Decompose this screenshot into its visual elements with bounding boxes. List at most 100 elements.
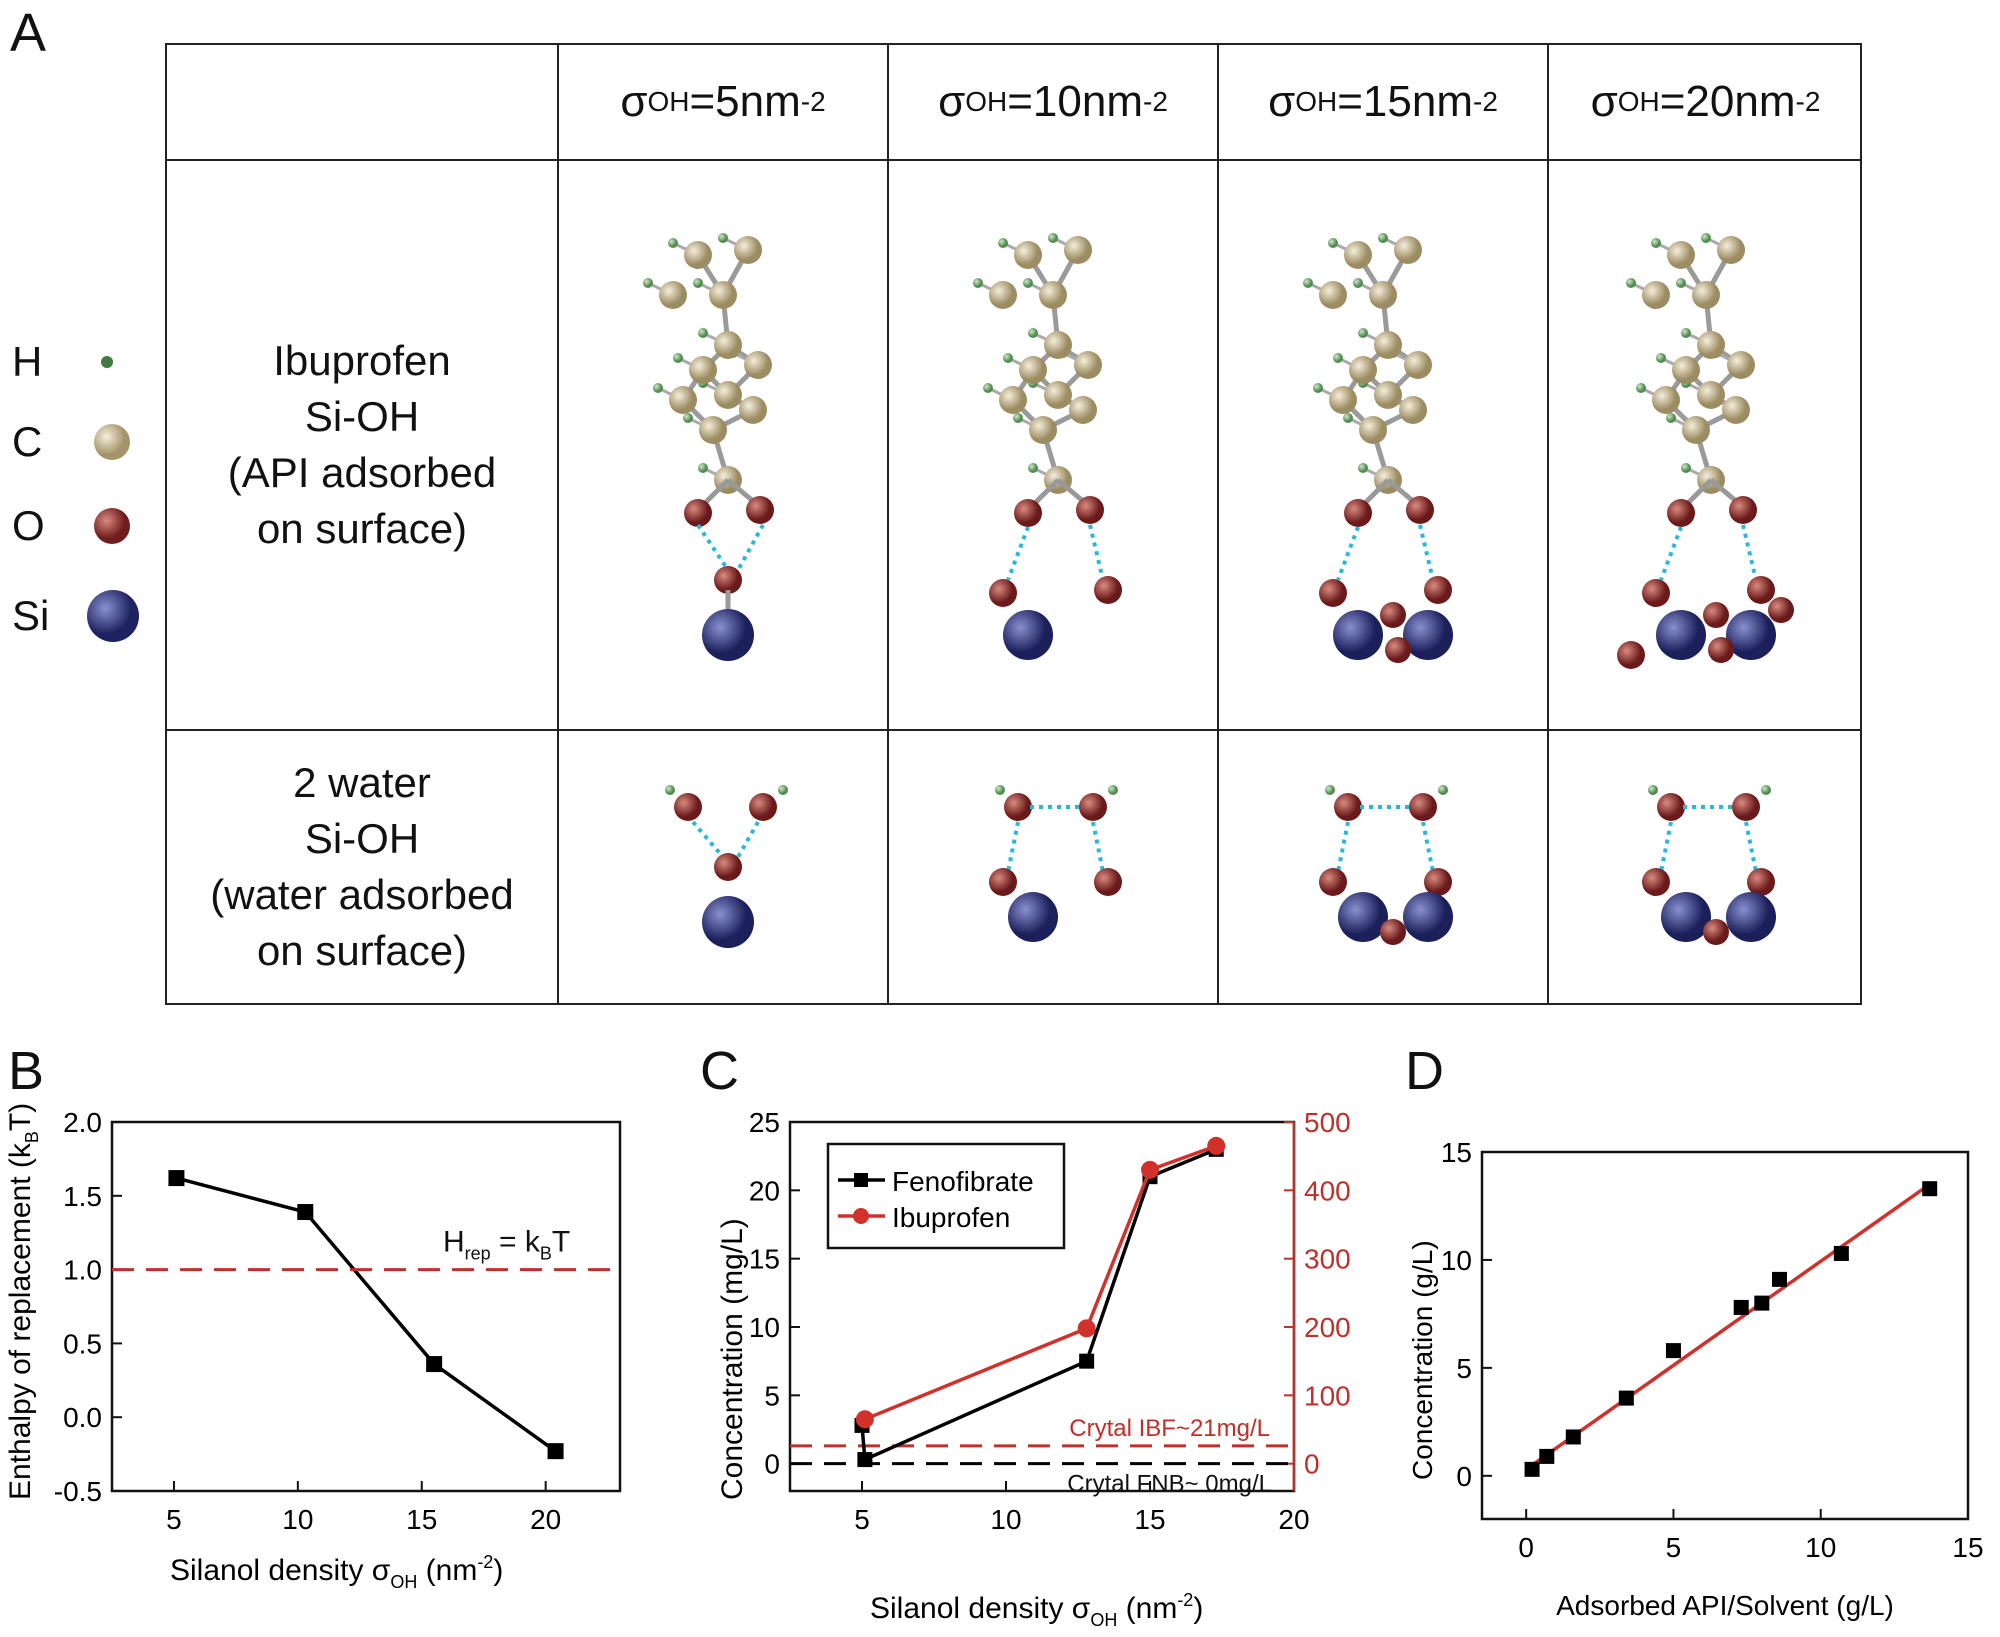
x-tick-label: 10 (990, 1504, 1021, 1535)
y-tick-label: -0.5 (54, 1476, 102, 1507)
legend-hydrogen: H (12, 332, 113, 392)
molecule-ibuprofen-5 (559, 161, 889, 731)
density-value: =20 (1659, 77, 1735, 126)
x-tick-label: 0 (1518, 1532, 1534, 1563)
y-right-tick-label: 100 (1304, 1380, 1351, 1411)
hydrogen-atom-icon (101, 356, 113, 368)
density-value: =5 (689, 77, 740, 126)
y-axis-label: Enthalpy of replacement (kBT) (4, 1103, 42, 1500)
molecule-water-5 (559, 731, 889, 1003)
y-right-tick-label: 200 (1304, 1312, 1351, 1343)
data-point-square (1539, 1448, 1555, 1464)
column-header-10: σ OH =10 nm -2 (889, 45, 1219, 161)
y-tick-label: 0 (764, 1449, 780, 1480)
y-tick-label: 15 (749, 1244, 780, 1275)
x-tick-label: 15 (406, 1504, 437, 1535)
x-axis-label: Silanol density σOH (nm-2) (870, 1590, 1203, 1630)
series-line-ibuprofen (864, 1144, 1217, 1421)
x-tick-label: 5 (1666, 1532, 1682, 1563)
y-tick-label: 1.0 (63, 1255, 102, 1286)
data-point-circle (1077, 1319, 1096, 1338)
data-point-square (426, 1356, 443, 1373)
y-right-tick-label: 0 (1304, 1449, 1320, 1480)
data-point-square (168, 1170, 185, 1187)
sigma-symbol: σ (938, 77, 966, 126)
unit: nm (1411, 77, 1473, 126)
unit: nm (739, 77, 801, 126)
molecule-ibuprofen-15 (1219, 161, 1549, 731)
y-axis-label: Concentration (g/L) (1407, 1240, 1438, 1480)
chart-c-concentration: 5 10 15 2005101520250100200300400500Crytal … (716, 1107, 1351, 1630)
chart-b-enthalpy: 5 10 15 20 -0.5 0.0 0.5 1.0 1.5 2.0 Hrep = kBT Sila… (4, 1103, 622, 1592)
data-point-square (1524, 1461, 1540, 1477)
x-tick-label: 5 (854, 1504, 870, 1535)
density-value: =10 (1007, 77, 1082, 126)
y-tick-label: 20 (749, 1175, 780, 1206)
data-point-square (1618, 1390, 1634, 1406)
data-point-square (547, 1443, 564, 1460)
sigma-sub: OH (1617, 86, 1660, 117)
sigma-symbol: σ (620, 77, 648, 126)
water-cluster-illustration (989, 785, 1122, 942)
molecule-water-20 (1549, 731, 1862, 1003)
oxygen-atom-icon (94, 508, 130, 544)
sigma-sub: OH (965, 86, 1008, 117)
plot-frame (110, 1120, 622, 1493)
sigma-symbol: σ (1268, 77, 1296, 126)
legend-silicon: Si (12, 586, 139, 646)
legend-carbon: C (12, 412, 130, 472)
x-tick-label: 15 (1134, 1504, 1165, 1535)
x-tick-label: 20 (530, 1504, 561, 1535)
column-header-20: σ OH =20 nm -2 (1549, 45, 1862, 161)
y-tick-label: 25 (749, 1107, 780, 1138)
legend-box (826, 1142, 1066, 1250)
data-point-square (1665, 1343, 1681, 1359)
x-tick-label: 10 (282, 1504, 313, 1535)
plot-frame (1480, 1150, 1970, 1521)
data-point-circle (1141, 1160, 1159, 1179)
structure-table: σ OH =5 nm -2 σ OH =10 nm -2 σ OH =15 nm -2 σ OH =20 nm… (165, 43, 1862, 1005)
legend-label-o: O (12, 502, 45, 549)
data-point-square (1733, 1299, 1749, 1315)
unit-exp: -2 (1473, 86, 1498, 117)
y-tick-label: 0.5 (63, 1328, 102, 1359)
sigma-sub: OH (647, 86, 690, 117)
panel-label-b: B (8, 1041, 45, 1101)
unit: nm (1081, 77, 1143, 126)
y-right-tick-label: 400 (1304, 1175, 1351, 1206)
chart-d-adsorbed: 0 5 10 15 0 5 10 15 Adsorbed API/Solvent (g/L) Co… (1407, 1137, 1984, 1621)
y-tick-label: 10 (1441, 1245, 1472, 1276)
legend-label-h: H (12, 338, 43, 385)
y-tick-label: 1.5 (63, 1181, 102, 1212)
data-point-square (857, 1452, 873, 1468)
x-tick-label: 15 (1952, 1532, 1983, 1563)
ibuprofen-molecule-illustration (1303, 233, 1453, 663)
carbon-atom-icon (94, 424, 130, 460)
molecule-ibuprofen-10 (889, 161, 1219, 731)
unit-exp: -2 (800, 86, 826, 117)
y-tick-label: 0.0 (63, 1402, 102, 1433)
unit: nm (1734, 77, 1796, 126)
linear-fit-line (1525, 1180, 1934, 1471)
y-right-tick-label: 500 (1304, 1107, 1351, 1138)
series-line-enthalpy (175, 1176, 557, 1453)
data-point-square (1833, 1245, 1849, 1261)
ibuprofen-molecule-illustration (973, 233, 1122, 660)
data-point-square (1754, 1295, 1770, 1311)
y-tick-label: 2.0 (63, 1107, 102, 1138)
x-tick-label: 10 (1805, 1532, 1836, 1563)
y-tick-label: 5 (1456, 1353, 1472, 1384)
row-label-ibuprofen: Ibuprofen Si-OH (API adsorbed on surface… (167, 161, 559, 731)
y-tick-label: 15 (1441, 1137, 1472, 1168)
x-axis-label: Adsorbed API/Solvent (g/L) (1556, 1590, 1894, 1621)
legend-label-c: C (12, 418, 43, 465)
sigma-symbol: σ (1590, 77, 1618, 126)
sigma-sub: OH (1295, 86, 1338, 117)
legend-label-si: Si (12, 592, 50, 639)
water-cluster-illustration (1641, 785, 1776, 945)
panel-a: A H C O Si σ OH =5 nm -2 σ OH =10 nm -2 σ OH =15 nm… (10, 3, 1862, 1005)
data-point-square (854, 1173, 868, 1187)
reference-label-ibf: Crytal IBF~21mg/L (1069, 1415, 1270, 1442)
row-label-water: 2 water Si-OH (water adsorbed on surface… (167, 731, 559, 1003)
water-cluster-illustration (1319, 785, 1453, 945)
